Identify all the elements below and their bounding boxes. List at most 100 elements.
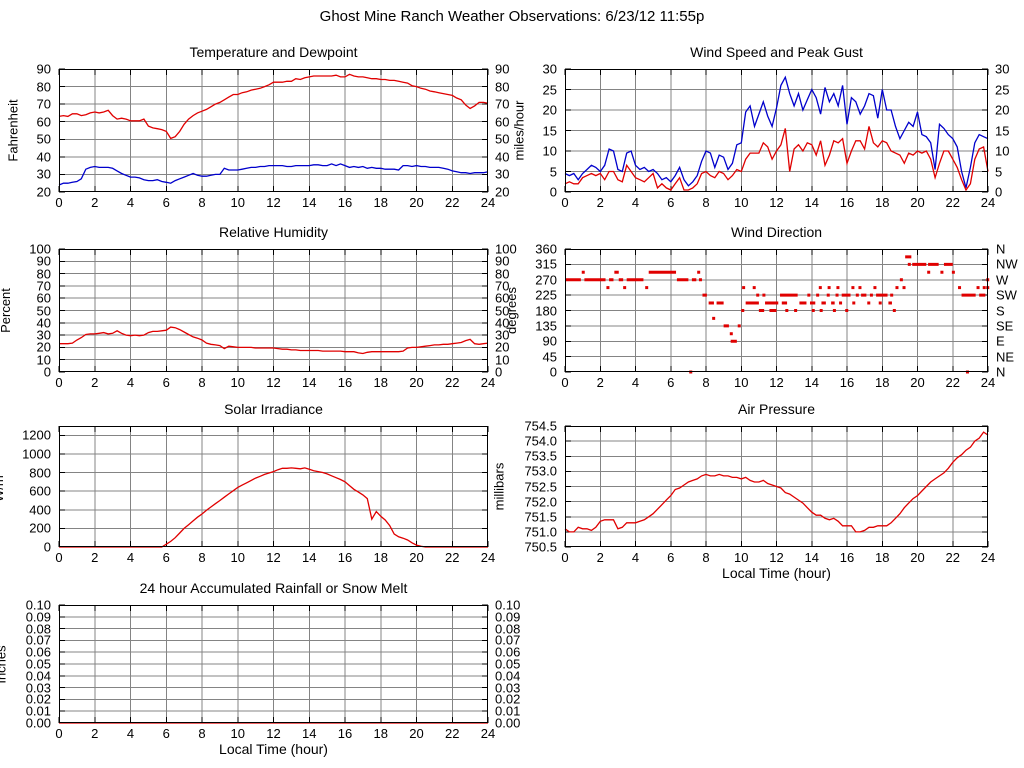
tick-label: 14: [804, 550, 819, 565]
tick-label: 12: [266, 195, 281, 210]
tick-label: 22: [445, 195, 460, 210]
tick-label: 12: [266, 550, 281, 565]
tick-label: 30: [36, 166, 51, 182]
tick-label: 750.5: [524, 539, 557, 555]
tick-label: 0: [549, 184, 557, 200]
tick-label: 20: [910, 195, 925, 210]
tick-label: 30: [495, 166, 510, 182]
tick-label: 40: [36, 149, 51, 165]
tick-label: 0: [561, 195, 569, 210]
tick-label: 30: [36, 327, 51, 343]
tick-label: 45: [542, 349, 557, 365]
tick-label: 4: [126, 375, 135, 390]
tick-label: 60: [495, 290, 510, 306]
tick-label: 12: [769, 195, 784, 210]
tick-label: 24: [480, 726, 496, 741]
tick-label: 754.5: [524, 418, 557, 434]
tick-label: 80: [36, 79, 51, 95]
tick-label: 20: [36, 339, 51, 355]
tick-label: 4: [126, 550, 135, 565]
tick-label: 16: [839, 550, 855, 565]
chart-rainfall: 24 hour Accumulated Rainfall or Snow Mel…: [0, 580, 521, 757]
tick-label: 40: [495, 315, 510, 331]
tick-label: 0.10: [495, 597, 521, 613]
tick-label: 18: [373, 726, 388, 741]
tick-label: 0: [55, 550, 63, 565]
tick-label: E: [996, 333, 1005, 349]
temperature-dewpoint-plot: [58, 68, 489, 193]
tick-label: 15: [995, 123, 1010, 138]
chart-relative-humidity: Relative Humidity Percent 0 0 10 10 20 20 30 30…: [0, 224, 517, 390]
tick-label: 40: [495, 149, 510, 165]
tick-label: 2: [91, 195, 99, 210]
tick-label: 22: [445, 550, 460, 565]
tick-label: 6: [162, 726, 170, 741]
tick-label: 8: [198, 375, 206, 390]
tick-label: 40: [36, 315, 51, 331]
tick-label: 12: [769, 375, 784, 390]
tick-label: 0.10: [25, 597, 51, 613]
tick-label: 50: [36, 303, 51, 318]
tick-label: 135: [535, 318, 557, 334]
tick-label: 2: [91, 550, 99, 565]
tick-label: 8: [198, 726, 206, 741]
tick-label: 20: [495, 184, 510, 200]
tick-label: 22: [945, 375, 960, 390]
tick-label: 225: [535, 287, 557, 303]
tick-label: 0: [55, 375, 63, 390]
chart-title: Wind Direction: [730, 224, 823, 240]
chart-wind-direction: Wind Direction degrees 0 N 45 NE 90 E 135 SE 180…: [503, 224, 1018, 390]
tick-label: 8: [198, 550, 206, 565]
chart-air-pressure: Air Pressure millibars Local Time (hour)…: [491, 401, 996, 581]
tick-label: 0.02: [495, 691, 521, 707]
tick-label: 10: [230, 726, 245, 741]
tick-label: 2: [596, 375, 604, 390]
tick-label: 24: [480, 550, 496, 565]
tick-label: S: [996, 303, 1005, 318]
tick-label: 80: [495, 79, 510, 95]
tick-label: 0: [43, 364, 51, 380]
tick-label: 0: [549, 364, 557, 380]
tick-label: 12: [266, 375, 281, 390]
tick-label: 100: [29, 241, 51, 257]
tick-label: 800: [29, 465, 51, 481]
tick-label: 752.0: [524, 494, 557, 510]
tick-label: SW: [996, 287, 1017, 303]
tick-label: 100: [495, 241, 517, 257]
tick-label: 14: [804, 195, 819, 210]
tick-label: 0.04: [495, 668, 521, 684]
tick-label: 0.00: [25, 715, 51, 731]
tick-label: 0: [561, 550, 569, 565]
tick-label: 0.01: [25, 703, 51, 719]
tick-label: 20: [910, 550, 925, 565]
tick-label: 16: [337, 726, 353, 741]
wind-speed-gust-plot: [564, 68, 989, 193]
chart-title: Solar Irradiance: [224, 401, 323, 417]
tick-label: 0.04: [25, 668, 51, 684]
tick-label: 5: [549, 164, 557, 179]
tick-label: 0: [55, 195, 63, 210]
tick-label: 2: [91, 726, 99, 741]
tick-label: 400: [29, 502, 51, 518]
tick-label: 10: [734, 195, 749, 210]
tick-label: 0.00: [495, 715, 521, 731]
tick-label: 14: [302, 195, 317, 210]
tick-label: 0.06: [25, 644, 51, 660]
tick-label: 6: [667, 550, 675, 565]
tick-label: 18: [875, 195, 890, 210]
tick-label: 80: [495, 266, 510, 282]
tick-label: 2: [596, 550, 604, 565]
solar-irradiance-plot: [58, 426, 489, 548]
tick-label: 751.0: [524, 524, 557, 540]
tick-label: 0.03: [495, 680, 521, 696]
tick-label: 22: [445, 726, 460, 741]
tick-label: 24: [980, 195, 996, 210]
tick-label: 30: [995, 61, 1010, 77]
tick-label: 10: [230, 195, 245, 210]
tick-label: 315: [535, 256, 557, 272]
page-title: Ghost Mine Ranch Weather Observations: 6…: [319, 8, 705, 25]
tick-label: 30: [542, 61, 557, 77]
tick-label: 10: [734, 550, 749, 565]
tick-label: 0.09: [495, 609, 521, 625]
tick-label: 24: [980, 375, 996, 390]
